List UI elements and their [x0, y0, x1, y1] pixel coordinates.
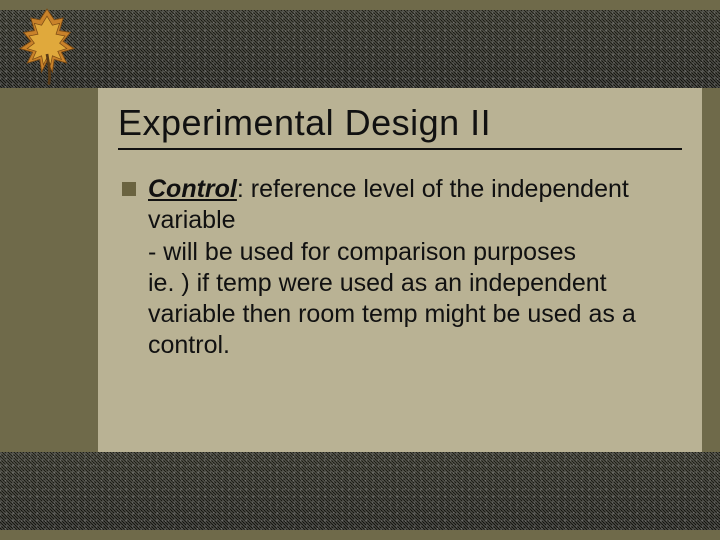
content-panel: Experimental Design II Control: referenc… — [98, 88, 702, 452]
title-underline — [118, 148, 682, 150]
keyword-control: Control — [148, 175, 237, 203]
bullet-item: Control: reference level of the independ… — [148, 174, 682, 237]
slide-title: Experimental Design II — [118, 102, 682, 144]
body-line-2: - will be used for comparison purposes — [148, 237, 682, 268]
body-text: Control: reference level of the independ… — [118, 174, 682, 362]
decorative-noise-top — [0, 10, 720, 88]
body-line-3: ie. ) if temp were used as an independen… — [148, 268, 682, 362]
slide-frame: Experimental Design II Control: referenc… — [0, 0, 720, 540]
decorative-noise-bottom — [0, 452, 720, 530]
bullet-square-icon — [122, 182, 136, 196]
side-strip — [10, 88, 98, 452]
leaf-icon — [2, 0, 92, 90]
